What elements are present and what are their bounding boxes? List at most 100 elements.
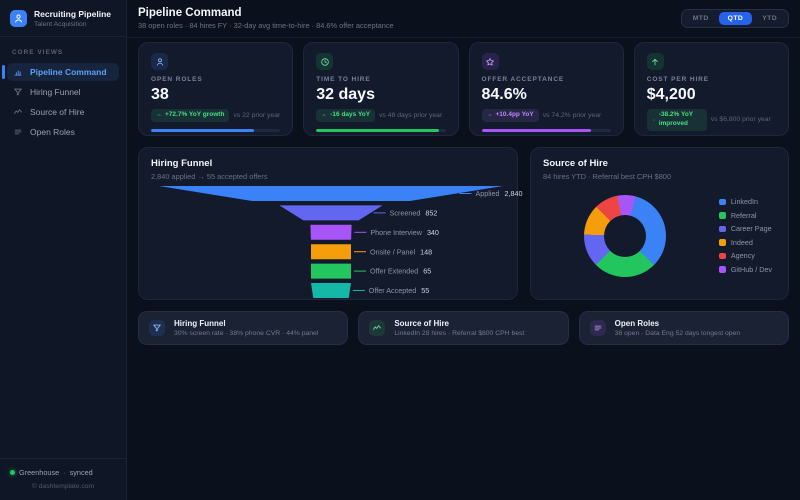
kpi-change-badge: +10.4pp YoY bbox=[481, 109, 539, 122]
sidebar: Recruiting Pipeline Talent Acquisition C… bbox=[0, 0, 127, 500]
page-header: Pipeline Command 38 open roles · 84 hire… bbox=[127, 0, 800, 38]
kpi-badge-text: +10.4pp YoY bbox=[495, 111, 534, 118]
clock-icon bbox=[321, 57, 329, 66]
kpi-progress-fill bbox=[316, 128, 440, 132]
legend-item-career-page: Career Page bbox=[719, 224, 772, 233]
legend-label: LinkedIn bbox=[730, 197, 759, 207]
funnel-stage-applied bbox=[159, 185, 503, 201]
brand-name: Recruiting Pipeline bbox=[34, 9, 111, 19]
kpi-compare-text: vs $6,800 prior year bbox=[710, 116, 771, 124]
funnel-stage-label: Screened 852 bbox=[390, 208, 438, 217]
user-icon bbox=[151, 53, 168, 70]
funnel-panel-subtitle: 2,840 applied → 55 accepted offers bbox=[151, 171, 268, 181]
summary-card-open-roles[interactable]: Open Roles 38 open · Data Eng 52 days lon… bbox=[578, 311, 789, 345]
main-area: Pipeline Command 38 open roles · 84 hire… bbox=[127, 0, 800, 500]
sidebar-item-pipeline-command[interactable]: Pipeline Command bbox=[2, 62, 119, 81]
app-logo bbox=[10, 9, 27, 27]
page-subtitle: 38 open roles · 84 hires FY · 32-day avg… bbox=[138, 21, 394, 31]
sidebar-nav: Pipeline Command Hiring Funnel Source of H… bbox=[0, 61, 126, 143]
kpi-compare-text: vs 74.2% prior year bbox=[542, 111, 602, 119]
range-mtd-button[interactable]: MTD bbox=[684, 12, 718, 25]
list-icon bbox=[594, 325, 601, 331]
summary-card-text: Open Roles 38 open · Data Eng 52 days lon… bbox=[615, 319, 740, 337]
funnel-stage-label: Onsite / Panel 148 bbox=[370, 247, 432, 256]
funnel-stage-offer-extended bbox=[311, 263, 351, 279]
kpi-row: OPEN ROLES 38 +72.7% YoY growth vs 22 prior… bbox=[138, 42, 789, 136]
funnel-stage-screened bbox=[279, 204, 383, 220]
page-header-text: Pipeline Command 38 open roles · 84 hire… bbox=[138, 7, 394, 31]
legend-chip bbox=[719, 252, 726, 259]
arrow-up-icon bbox=[646, 53, 664, 70]
sidebar-section-label: CORE VIEWS bbox=[12, 48, 64, 56]
copyright: © dashtemplate.com bbox=[31, 483, 95, 490]
funnel-stage-label: Offer Extended 65 bbox=[370, 266, 431, 275]
kpi-change-badge: -38.2% YoY improved bbox=[646, 109, 707, 131]
legend-item-agency: Agency bbox=[719, 251, 772, 260]
list-icon bbox=[589, 320, 606, 336]
kpi-label: OFFER ACCEPTANCE bbox=[481, 76, 565, 83]
kpi-progress-track bbox=[151, 128, 281, 132]
trend-icon bbox=[369, 320, 386, 336]
range-ytd-button[interactable]: YTD bbox=[753, 12, 786, 25]
kpi-label: OPEN ROLES bbox=[151, 76, 203, 83]
kpi-change-badge: +72.7% YoY growth bbox=[151, 109, 230, 122]
kpi-card-offer-acceptance: OFFER ACCEPTANCE 84.6% +10.4pp YoY vs 74.2%… bbox=[468, 42, 624, 136]
charts-row: Hiring Funnel 2,840 applied → 55 accepte… bbox=[138, 147, 789, 300]
dashboard-content: OPEN ROLES 38 +72.7% YoY growth vs 22 prior… bbox=[127, 38, 800, 345]
sync-status-dot-icon bbox=[10, 470, 15, 475]
funnel-stage-offer-accepted bbox=[311, 282, 351, 298]
sync-separator: · bbox=[63, 468, 66, 477]
kpi-badge-text: -16 days YoY bbox=[330, 111, 371, 118]
summary-card-text: Hiring Funnel 30% screen rate · 38% phone… bbox=[174, 319, 318, 337]
source-of-hire-panel: Source of Hire 84 hires YTD · Referral b… bbox=[530, 147, 789, 300]
legend-label: Agency bbox=[730, 251, 755, 261]
chevron-up-icon bbox=[488, 114, 491, 117]
summary-card-hiring-funnel[interactable]: Hiring Funnel 30% screen rate · 38% phone… bbox=[138, 311, 349, 345]
funnel-icon bbox=[153, 324, 161, 332]
kpi-progress-track bbox=[316, 128, 446, 132]
legend-label: GitHub / Dev bbox=[730, 264, 772, 274]
funnel-icon bbox=[14, 88, 22, 95]
sidebar-item-source-of-hire[interactable]: Source of Hire bbox=[7, 103, 119, 121]
kpi-value: $4,200 bbox=[646, 86, 696, 103]
funnel-icon bbox=[149, 320, 165, 336]
summary-card-title: Source of Hire bbox=[394, 319, 450, 328]
page-title: Pipeline Command bbox=[138, 6, 242, 19]
clock-icon bbox=[316, 53, 334, 70]
legend-chip bbox=[719, 266, 726, 273]
summary-card-title: Open Roles bbox=[614, 319, 660, 328]
sidebar-item-open-roles[interactable]: Open Roles bbox=[7, 123, 119, 141]
funnel-stage-phone-interview bbox=[310, 224, 352, 240]
donut-chart-area: LinkedIn Referral Career Page Indeed Agency G… bbox=[543, 194, 776, 277]
legend-chip bbox=[719, 225, 726, 232]
legend-item-github-dev: GitHub / Dev bbox=[719, 265, 772, 274]
user-icon bbox=[156, 57, 163, 66]
donut-hole bbox=[604, 214, 646, 257]
arrow-up-icon bbox=[652, 58, 658, 65]
list-icon bbox=[14, 129, 22, 134]
source-panel-subtitle: 84 hires YTD · Referral best CPH $800 bbox=[543, 171, 672, 181]
funnel-panel-title: Hiring Funnel bbox=[151, 158, 213, 169]
sidebar-item-hiring-funnel[interactable]: Hiring Funnel bbox=[7, 83, 119, 101]
summary-card-source-of-hire[interactable]: Source of Hire LinkedIn 28 hires · Referr… bbox=[358, 311, 569, 345]
brand: Recruiting Pipeline Talent Acquisition bbox=[0, 0, 126, 37]
summary-card-title: Hiring Funnel bbox=[174, 319, 226, 328]
range-qtd-button[interactable]: QTD bbox=[718, 12, 753, 25]
sync-status: Greenhouse · synced bbox=[10, 468, 116, 477]
kpi-value: 32 days bbox=[316, 86, 375, 103]
trend-icon bbox=[14, 108, 22, 114]
hiring-funnel-panel: Hiring Funnel 2,840 applied → 55 accepte… bbox=[138, 147, 522, 300]
kpi-meta: +72.7% YoY growth vs 22 prior year bbox=[151, 109, 280, 122]
star-icon bbox=[481, 53, 499, 70]
summary-card-subtitle: LinkedIn 28 hires · Referral $800 CPH be… bbox=[394, 330, 525, 337]
sync-source: Greenhouse bbox=[19, 468, 60, 477]
chevron-up-icon bbox=[157, 114, 161, 117]
hiring-funnel-chart: Applied 2,840 Screened 852 Phone Interview 34… bbox=[159, 185, 522, 298]
summary-cards-row: Hiring Funnel 30% screen rate · 38% phone… bbox=[138, 311, 789, 345]
summary-card-text: Source of Hire LinkedIn 28 hires · Referr… bbox=[394, 319, 524, 337]
kpi-value: 84.6% bbox=[481, 86, 527, 103]
kpi-compare-text: vs 48 days prior year bbox=[379, 111, 443, 119]
legend-item-indeed: Indeed bbox=[719, 238, 772, 247]
kpi-meta: -38.2% YoY improved vs $6,800 prior year bbox=[646, 109, 776, 131]
kpi-card-time-to-hire: TIME TO HIRE 32 days -16 days YoY vs 48 day… bbox=[303, 42, 459, 136]
